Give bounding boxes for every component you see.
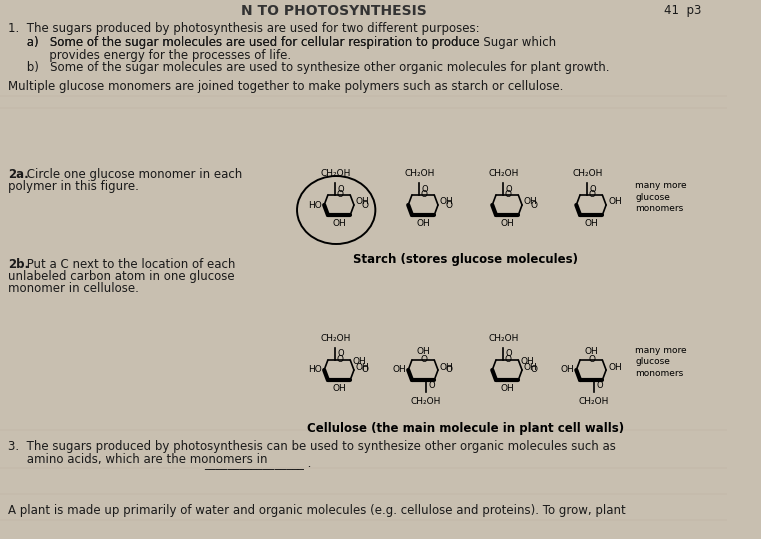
Text: OH: OH	[524, 197, 538, 206]
Text: O: O	[421, 190, 428, 199]
Text: 41  p3: 41 p3	[664, 4, 701, 17]
Text: provides energy for the processes of life.: provides energy for the processes of lif…	[8, 49, 291, 62]
Text: HO: HO	[308, 365, 322, 375]
Text: O: O	[590, 184, 597, 194]
Text: CH₂OH: CH₂OH	[410, 397, 441, 406]
Text: b)   Some of the sugar molecules are used to synthesize other organic molecules : b) Some of the sugar molecules are used …	[8, 61, 609, 74]
Text: OH: OH	[500, 384, 514, 393]
Text: O: O	[421, 355, 428, 364]
Text: O: O	[596, 382, 603, 390]
Text: HO: HO	[308, 201, 322, 210]
Text: 3.  The sugars produced by photosynthesis can be used to synthesize other organi: 3. The sugars produced by photosynthesis…	[8, 440, 616, 453]
Text: 2a.: 2a.	[8, 168, 28, 181]
Text: O: O	[589, 355, 596, 364]
Text: A plant is made up primarily of water and organic molecules (e.g. cellulose and : A plant is made up primarily of water an…	[8, 504, 626, 517]
Text: Put a C next to the location of each: Put a C next to the location of each	[23, 258, 235, 271]
Text: Starch (stores glucose molecules): Starch (stores glucose molecules)	[352, 253, 578, 266]
Text: O: O	[422, 184, 428, 194]
Text: CH₂OH: CH₂OH	[489, 169, 518, 178]
Text: 2b.: 2b.	[8, 258, 29, 271]
Text: CH₂OH: CH₂OH	[320, 334, 351, 343]
Text: 1.  The sugars produced by photosynthesis are used for two different purposes:: 1. The sugars produced by photosynthesis…	[8, 22, 479, 35]
Text: many more
glucose
monomers: many more glucose monomers	[635, 347, 686, 378]
Text: Circle one glucose monomer in each: Circle one glucose monomer in each	[23, 168, 242, 181]
Text: OH: OH	[333, 384, 346, 393]
Text: N TO PHOTOSYNTHESIS: N TO PHOTOSYNTHESIS	[241, 4, 427, 18]
Text: a)   Some of the sugar molecules are used for cellular respiration to produce: a) Some of the sugar molecules are used …	[8, 36, 483, 49]
Text: CH₂OH: CH₂OH	[404, 169, 435, 178]
Text: O: O	[506, 184, 512, 194]
Text: OH: OH	[584, 219, 598, 228]
Text: O: O	[530, 201, 537, 210]
Text: O: O	[338, 349, 345, 358]
Text: OH: OH	[500, 219, 514, 228]
Text: OH: OH	[608, 363, 622, 371]
Text: OH: OH	[333, 219, 346, 228]
Text: O: O	[337, 355, 344, 364]
Text: OH: OH	[561, 365, 575, 375]
Text: _________________ .: _________________ .	[204, 457, 311, 470]
Text: O: O	[446, 201, 453, 210]
Text: Multiple glucose monomers are joined together to make polymers such as starch or: Multiple glucose monomers are joined tog…	[8, 80, 563, 93]
Text: amino acids, which are the monomers in: amino acids, which are the monomers in	[8, 453, 267, 466]
Text: OH: OH	[608, 197, 622, 206]
Text: O: O	[530, 365, 537, 375]
Text: OH: OH	[356, 363, 370, 371]
Text: O: O	[362, 365, 369, 375]
Text: a)   Some of the sugar molecules are used for cellular respiration to produce Su: a) Some of the sugar molecules are used …	[8, 36, 556, 49]
Text: monomer in cellulose.: monomer in cellulose.	[8, 282, 139, 295]
Text: CH₂OH: CH₂OH	[489, 334, 518, 343]
Text: O: O	[362, 201, 369, 210]
Text: many more
glucose
monomers: many more glucose monomers	[635, 182, 686, 212]
Text: OH: OH	[521, 357, 534, 367]
Text: O: O	[428, 382, 435, 390]
Text: OH: OH	[356, 197, 370, 206]
Text: OH: OH	[440, 197, 454, 206]
Text: CH₂OH: CH₂OH	[578, 397, 609, 406]
Text: O: O	[446, 365, 453, 375]
Text: OH: OH	[524, 363, 538, 371]
Text: O: O	[505, 190, 512, 199]
Text: O: O	[338, 184, 345, 194]
Text: OH: OH	[416, 219, 430, 228]
Text: polymer in this figure.: polymer in this figure.	[8, 180, 139, 193]
Text: O: O	[589, 190, 596, 199]
Text: O: O	[337, 190, 344, 199]
Text: O: O	[506, 349, 512, 358]
Text: OH: OH	[393, 365, 406, 375]
Text: OH: OH	[416, 347, 430, 356]
Text: CH₂OH: CH₂OH	[320, 169, 351, 178]
Text: CH₂OH: CH₂OH	[572, 169, 603, 178]
Text: Cellulose (the main molecule in plant cell walls): Cellulose (the main molecule in plant ce…	[307, 422, 624, 435]
Text: O: O	[505, 355, 512, 364]
Text: unlabeled carbon atom in one glucose: unlabeled carbon atom in one glucose	[8, 270, 234, 283]
Text: OH: OH	[584, 347, 598, 356]
Text: OH: OH	[440, 363, 454, 371]
Text: OH: OH	[352, 357, 366, 367]
